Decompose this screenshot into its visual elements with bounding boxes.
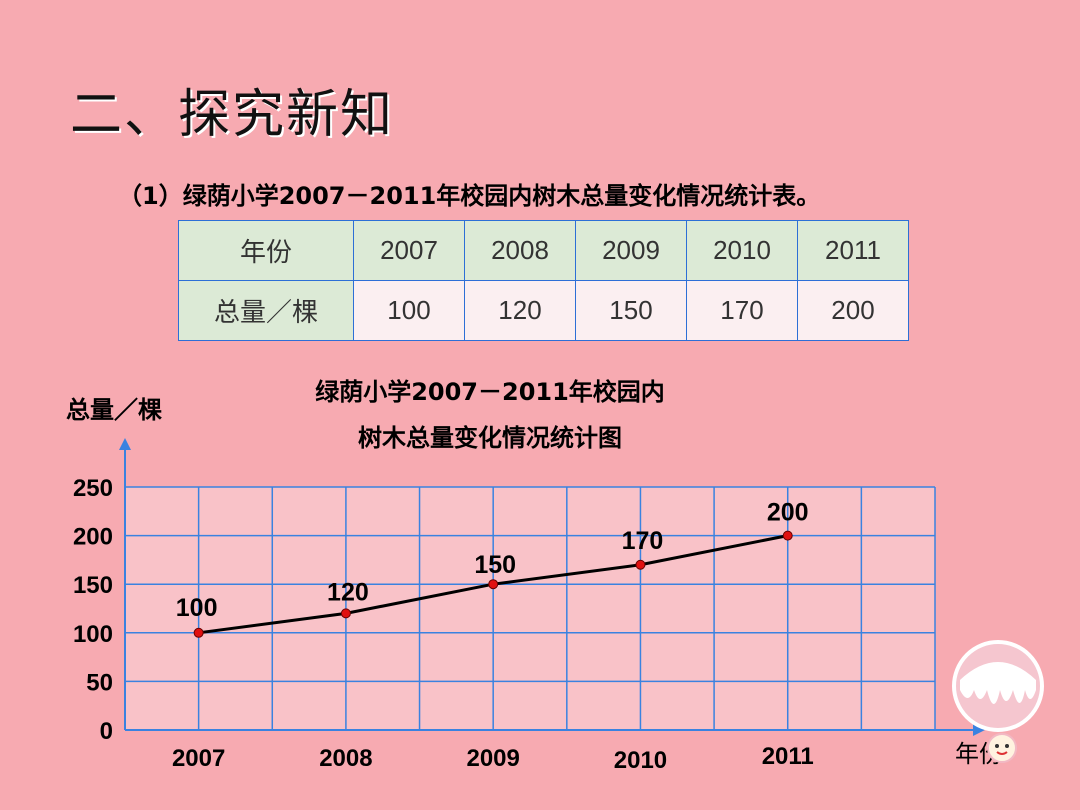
y-tick-label: 0 [100,718,113,745]
chart-title-line2: 树木总量变化情况统计图 [358,424,622,452]
table-cell-count: 200 [797,280,909,341]
x-axis-arrow [973,724,985,736]
page-title: 二、探究新知 [70,85,395,145]
table-caption: （1）绿荫小学2007－2011年校园内树木总量变化情况统计表。 [118,182,821,210]
table-cell-year: 2010 [686,220,798,281]
table-row-counts: 总量／棵 100 120 150 170 200 [178,280,909,341]
y-tick-label: 200 [73,524,113,551]
data-point [782,530,793,541]
y-tick-label: 150 [73,572,113,599]
table-header-count: 总量／棵 [178,280,354,341]
data-point [340,608,351,619]
y-axis-arrow [119,438,131,450]
statistics-table: 年份 2007 2008 2009 2010 2011 总量／棵 100 120… [178,220,909,341]
plot-area [125,487,935,730]
table-header-year: 年份 [178,220,354,281]
y-axis-label: 总量／棵 [66,396,162,424]
data-label: 100 [176,594,218,622]
table-cell-count: 100 [353,280,465,341]
x-tick-label: 2007 [172,745,225,772]
data-point [488,579,499,590]
data-label: 120 [327,578,369,606]
table-cell-count: 170 [686,280,798,341]
table-cell-year: 2007 [353,220,465,281]
data-point [193,627,204,638]
x-tick-label: 2008 [319,745,372,772]
ice-cream-decoration [952,640,1044,763]
data-point [635,559,646,570]
x-tick-label: 2010 [614,747,667,774]
table-row-years: 年份 2007 2008 2009 2010 2011 [178,220,909,281]
chart-title-line1: 绿荫小学2007－2011年校园内 [315,378,665,406]
x-tick-label: 2009 [466,745,519,772]
table-cell-count: 150 [575,280,687,341]
y-tick-label: 250 [73,475,113,502]
table-cell-count: 120 [464,280,576,341]
data-label: 200 [767,499,809,527]
y-tick-label: 50 [86,669,113,696]
data-label: 170 [622,527,664,555]
y-tick-label: 100 [73,621,113,648]
data-label: 150 [474,551,516,579]
x-tick-label: 2011 [762,743,814,770]
table-cell-year: 2011 [797,220,909,281]
